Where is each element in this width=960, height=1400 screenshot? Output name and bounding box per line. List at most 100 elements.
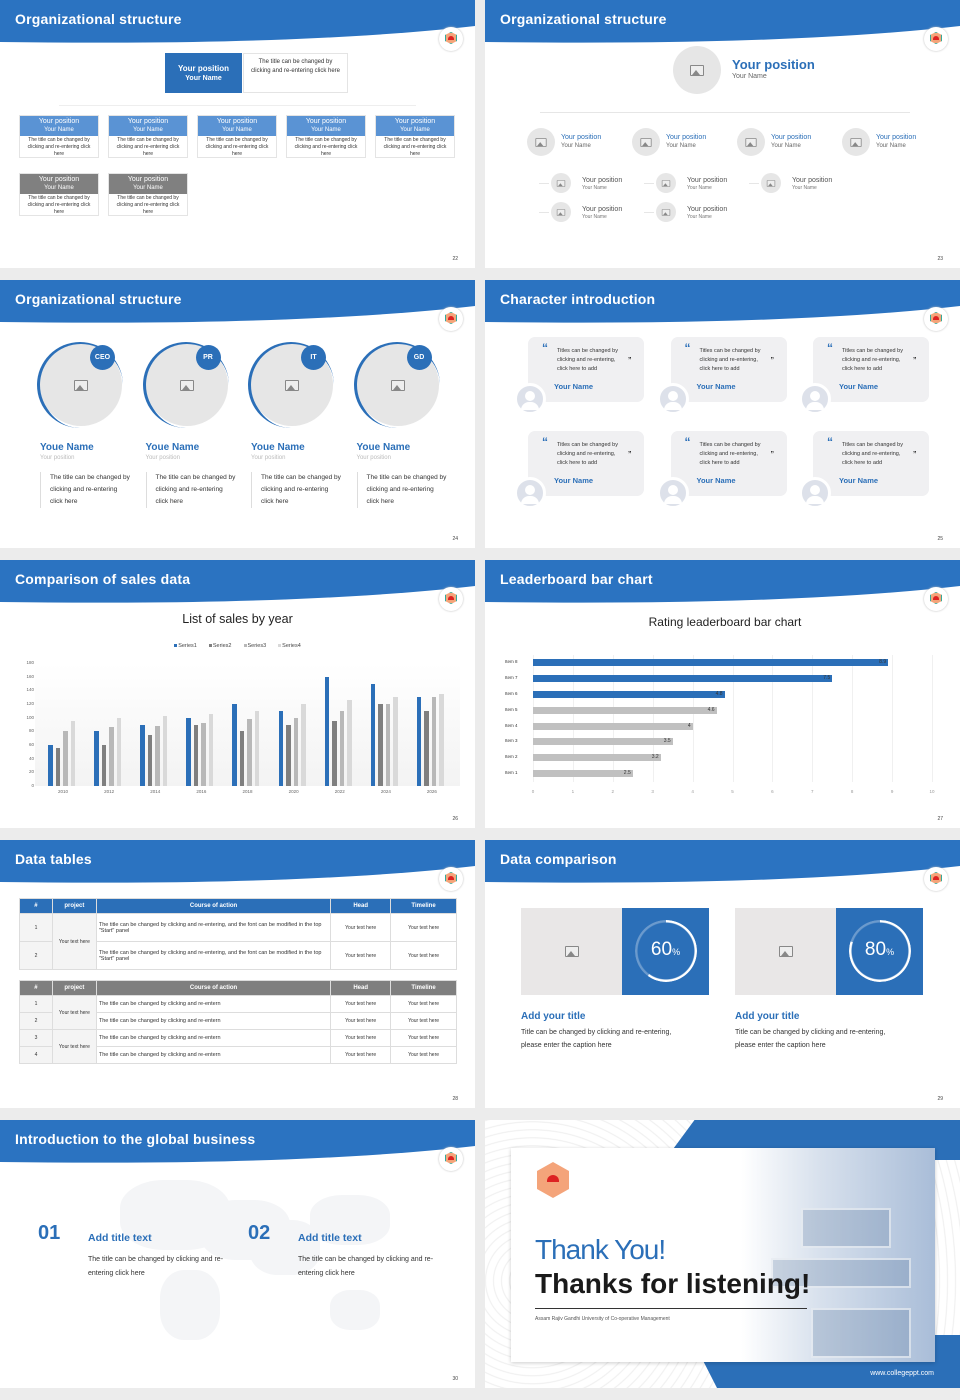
level1-photo[interactable] [737,128,765,156]
badge: CEO [90,345,115,370]
org-box[interactable]: Your position Your Name The title can be c… [19,173,99,216]
open-quote-icon: “ [684,341,691,355]
column-header: Head [330,980,392,996]
page-number: 29 [937,1096,943,1102]
page-number: 23 [937,256,943,262]
bar-series4-2024 [393,697,398,786]
bar-series1-2014 [140,724,145,786]
progress-ring [849,920,911,982]
level1-photo[interactable] [632,128,660,156]
head-cell: Your text here [330,995,392,1013]
name: Your Name [400,127,430,133]
member-desc: The title can be changed by clicking and… [145,472,236,508]
close-quote-icon: ” [770,357,775,364]
image-placeholder[interactable] [521,908,622,995]
quote-text: Titles can be changed by clicking and re… [699,348,761,372]
bar-series2-2014 [147,734,153,786]
y-tick-label: 180 [26,660,34,665]
header-band [485,560,960,603]
slide-30[interactable]: Introduction to the global business 30 01 A… [0,1120,475,1388]
connector-line [540,112,910,113]
slide-title: Data tables [15,851,92,867]
slide-22[interactable]: Organizational structure 22 Your position Y… [0,0,475,268]
slide-25[interactable]: Character introduction 25 “ Titles can be c… [485,280,960,548]
bar-series1-2022 [324,676,330,786]
org-box[interactable]: Your position Your Name The title can be c… [197,115,277,158]
percent-box: 80% [836,908,923,995]
row-number: 1 [19,913,53,942]
logo [439,307,463,331]
member-position: Your position [145,455,180,461]
slide-23[interactable]: Organizational structure 23 Your position Y… [485,0,960,268]
x-tick-label: 2024 [380,789,391,794]
image-placeholder-icon [778,946,793,957]
org-box-header: Your position Your Name [20,174,98,194]
top-position: Your position [732,57,815,72]
org-box[interactable]: Your position Your Name The title can be c… [108,173,188,216]
row-number: 3 [19,1029,53,1047]
logo-emblem-center [448,316,454,320]
quote-card[interactable]: “ Titles can be changed by clicking and r… [813,337,929,402]
page-number: 24 [452,536,458,542]
legend: Series1 Series2 Series3 Series4 [0,643,475,649]
quote-card[interactable]: “ Titles can be changed by clicking and r… [528,337,644,402]
photo-arc [37,342,123,428]
page-number: 22 [452,256,458,262]
org-box[interactable]: Your position Your Name The title can be c… [19,115,99,158]
building-window [801,1208,891,1248]
slide-24[interactable]: Organizational structure 24 CEO Youe Name Yo… [0,280,475,548]
level2-photo[interactable] [656,173,676,193]
level2-photo[interactable] [551,202,571,222]
world-map-shape [330,1290,380,1330]
logo-emblem-center [448,876,454,880]
avatar [514,383,546,415]
building-window [811,1308,911,1358]
y-tick-label: Item 2 [505,754,518,760]
quote-card[interactable]: “ Titles can be changed by clicking and r… [528,431,644,496]
position: Your position [38,176,80,183]
logo-emblem-center [933,36,939,40]
website[interactable]: www.collegeppt.com [870,1370,934,1377]
header-band [0,280,475,323]
bar-series4-2026 [439,693,444,786]
logo [439,587,463,611]
slide-28[interactable]: Data tables 28 # project Course of action Hea… [0,840,475,1108]
quote-card[interactable]: “ Titles can be changed by clicking and r… [670,337,787,402]
slide-26[interactable]: Comparison of sales data 26 List of sales … [0,560,475,828]
quote-card[interactable]: “ Titles can be changed by clicking and r… [670,431,787,496]
logo [924,587,948,611]
org-box[interactable]: Your position Your Name The title can be c… [108,115,188,158]
level1-photo[interactable] [527,128,555,156]
level2-photo[interactable] [656,202,676,222]
logo [924,27,948,51]
quote-text: Titles can be changed by clicking and re… [699,442,761,466]
level1-photo[interactable] [842,128,870,156]
gridline [572,655,574,782]
header-band [485,840,960,883]
level2-photo[interactable] [551,173,571,193]
top-position-box[interactable]: Your position Your Name [165,53,242,93]
percent-box: 60% [622,908,709,995]
slide-31[interactable]: Thank You! Thanks for listening! Assam Raj… [485,1120,960,1388]
slide-29[interactable]: Data comparison 29 60% Add your title Title … [485,840,960,1108]
percent-unit: % [672,947,681,957]
logo [924,867,948,891]
row-number: 4 [19,1046,53,1064]
avatar [514,477,546,509]
slide-27[interactable]: Leaderboard bar chart 27 Rating leaderboar… [485,560,960,828]
name: Your Name [133,127,163,133]
image-placeholder[interactable] [735,908,836,995]
quote-card[interactable]: “ Titles can be changed by clicking and r… [813,431,929,496]
level2-photo[interactable] [761,173,781,193]
legend-label: Series1 [178,643,197,649]
logo-emblem-center [933,876,939,880]
name: Your Name [561,143,591,149]
org-box[interactable]: Your position Your Name The title can be c… [286,115,366,158]
org-box-header: Your position Your Name [376,116,454,136]
bar-item-8: 8.9 [533,659,889,666]
bar-series4-2010 [70,721,75,786]
position: Your position [216,118,258,125]
org-box[interactable]: Your position Your Name The title can be c… [375,115,455,158]
thanks-for-listening: Thanks for listening! [535,1268,811,1299]
top-photo[interactable] [673,46,721,94]
